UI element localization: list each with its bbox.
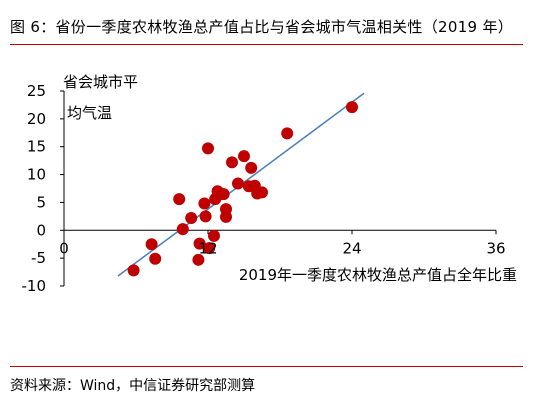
title-divider (10, 44, 523, 45)
scatter-point (220, 210, 232, 223)
scatter-point (238, 150, 250, 163)
y-tick-label: 5 (36, 193, 46, 211)
scatter-point (226, 156, 238, 169)
y-tick-label: 20 (27, 110, 46, 128)
data-points (127, 101, 358, 277)
chart-title: 图 6：省份一季度农林牧渔总产值占比与省会城市气温相关性（2019 年） (10, 18, 514, 36)
scatter-point (208, 229, 220, 242)
scatter-point (198, 197, 211, 210)
x-axis-title: 2019年一季度农林牧渔总产值占全年比重 (239, 266, 517, 284)
scatter-point (176, 223, 189, 236)
scatter-point (232, 177, 244, 190)
scatter-point (256, 186, 268, 199)
scatter-point (193, 237, 206, 250)
scatter-point (203, 242, 216, 255)
y-tick-label: 25 (27, 82, 46, 100)
scatter-point (149, 252, 162, 265)
y-tick-label: -10 (22, 277, 47, 295)
axes (60, 90, 497, 287)
x-tick-label: 12 (198, 239, 217, 257)
scatter-point (192, 253, 205, 266)
y-axis-title-line-2: 均气温 (67, 104, 112, 122)
x-tick-label: 24 (342, 239, 361, 257)
scatter-point (145, 238, 158, 251)
source-divider (10, 366, 523, 367)
scatter-point (346, 101, 358, 114)
scatter-point (199, 210, 212, 223)
scatter-point (245, 161, 258, 174)
source-note: 资料来源：Wind，中信证券研究部测算 (10, 378, 256, 394)
y-axis-title-line-1: 省会城市平 (63, 73, 138, 91)
scatter-point (173, 193, 186, 206)
y-tick-label: -5 (31, 249, 46, 267)
scatter-point (217, 188, 230, 201)
y-tick-label: 10 (27, 166, 46, 184)
x-tick-label: 36 (486, 239, 505, 257)
scatter-point (281, 127, 294, 140)
y-tick-label: 15 (27, 138, 46, 156)
scatter-point (202, 142, 214, 155)
scatter-point (127, 264, 140, 277)
x-tick-label: 0 (59, 239, 69, 257)
y-tick-label: 0 (36, 221, 46, 239)
scatter-point (185, 212, 198, 225)
